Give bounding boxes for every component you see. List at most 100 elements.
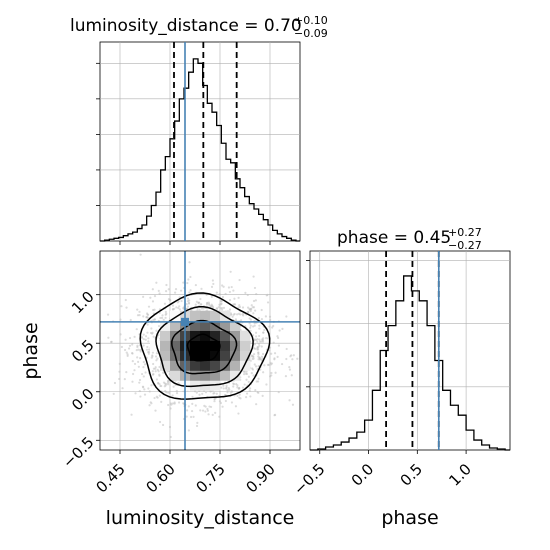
- joint-density-cell: [190, 330, 201, 341]
- joint-density-cell: [160, 350, 171, 361]
- joint-scatter-point: [221, 405, 224, 408]
- joint-scatter-point: [245, 392, 249, 395]
- luminosity-distance-histogram-panel: [96, 41, 301, 245]
- joint-scatter-point: [200, 303, 203, 306]
- joint-scatter-point: [147, 348, 151, 351]
- joint-scatter-point: [156, 357, 159, 360]
- joint-scatter-point: [234, 405, 238, 408]
- joint-scatter-point: [227, 386, 230, 390]
- lum-title: luminosity_distance = 0.70: [70, 16, 302, 36]
- joint-scatter-point: [210, 285, 214, 288]
- joint-scatter-point: [232, 383, 236, 386]
- joint-scatter-point: [265, 383, 268, 386]
- joint-density-cell: [230, 360, 241, 371]
- joint-scatter-point: [106, 313, 110, 316]
- joint-scatter-point: [260, 355, 264, 358]
- joint-scatter-point: [285, 357, 288, 361]
- joint-scatter-point: [236, 394, 239, 397]
- joint-scatter-point: [151, 373, 155, 376]
- joint-scatter-point: [257, 351, 260, 355]
- joint-ytick-label: −0.5: [59, 433, 97, 471]
- joint-contour: [186, 333, 221, 362]
- joint-scatter-point: [194, 303, 197, 306]
- joint-scatter-point: [173, 401, 176, 404]
- joint-scatter-point: [269, 318, 272, 322]
- joint-scatter-point: [248, 317, 251, 320]
- joint-scatter-point: [166, 391, 169, 394]
- joint-scatter-point: [151, 351, 155, 354]
- joint-scatter-point: [207, 413, 210, 416]
- joint-scatter-point: [188, 291, 191, 294]
- joint-scatter-point: [220, 300, 223, 303]
- joint-truth-marker: [181, 317, 189, 326]
- joint-scatter-point: [257, 342, 261, 345]
- joint-scatter-point: [131, 343, 134, 346]
- joint-scatter-point: [143, 393, 147, 396]
- joint-scatter-point: [252, 275, 255, 278]
- joint-scatter-point: [199, 409, 202, 412]
- joint-scatter-point: [248, 307, 251, 311]
- joint-scatter-point: [296, 357, 299, 360]
- joint-scatter-point: [247, 380, 250, 383]
- lum-histogram-step: [100, 58, 300, 242]
- joint-scatter-point: [138, 378, 142, 382]
- joint-scatter-point: [225, 386, 228, 389]
- joint-scatter-point: [156, 368, 159, 372]
- joint-scatter-point: [210, 295, 213, 298]
- joint-scatter-point: [230, 285, 233, 289]
- joint-scatter-point: [199, 297, 202, 301]
- joint-scatter-point: [250, 372, 253, 375]
- joint-scatter-point: [229, 270, 232, 273]
- joint-density-cell: [230, 330, 241, 341]
- joint-scatter-point: [246, 293, 249, 297]
- joint-scatter-point: [185, 415, 188, 418]
- joint-scatter-point: [154, 409, 157, 412]
- joint-density-cell: [200, 360, 211, 371]
- joint-scatter-point: [171, 304, 175, 307]
- joint-scatter-point: [248, 322, 251, 325]
- joint-density-cell: [200, 350, 211, 361]
- joint-scatter-point: [144, 335, 148, 338]
- joint-scatter-point: [136, 344, 139, 347]
- joint-scatter-point: [258, 324, 261, 327]
- joint-scatter-point: [277, 344, 280, 347]
- phase-title-sub: −0.27: [448, 239, 482, 252]
- joint-density-cell: [160, 360, 171, 371]
- joint-scatter-point: [174, 288, 178, 291]
- joint-scatter-point: [169, 435, 172, 439]
- joint-scatter-point: [243, 373, 246, 376]
- joint-scatter-point: [222, 285, 225, 288]
- joint-scatter-point: [150, 327, 153, 330]
- joint-scatter-point: [222, 384, 225, 387]
- joint-scatter-point: [162, 371, 165, 374]
- joint-scatter-point: [142, 315, 145, 318]
- joint-scatter-point: [161, 423, 165, 427]
- joint-scatter-point: [284, 375, 288, 378]
- joint-scatter-point: [211, 413, 214, 417]
- joint-scatter-point: [226, 389, 229, 392]
- joint-scatter-point: [218, 415, 221, 418]
- joint-scatter-point: [135, 328, 138, 331]
- joint-scatter-point: [134, 392, 137, 395]
- joint-scatter-point: [233, 303, 237, 306]
- joint-scatter-point: [241, 306, 245, 309]
- joint-scatter-point: [168, 425, 172, 429]
- joint-scatter-point: [266, 301, 270, 304]
- joint-density-cell: [220, 370, 231, 381]
- joint-scatter-point: [150, 384, 153, 387]
- joint-scatter-point: [257, 316, 260, 320]
- joint-scatter-point: [169, 299, 172, 302]
- joint-scatter-point: [238, 386, 241, 390]
- joint-scatter-point: [119, 318, 122, 321]
- joint-scatter-point: [249, 395, 252, 398]
- joint-scatter-point: [288, 366, 291, 369]
- joint-scatter-point: [261, 338, 264, 342]
- joint-scatter-point: [260, 340, 263, 343]
- joint-scatter-point: [302, 326, 304, 328]
- joint-scatter-point: [245, 396, 248, 399]
- joint-scatter-point: [270, 371, 273, 375]
- joint-scatter-point: [249, 326, 252, 329]
- joint-contour: [171, 319, 238, 375]
- joint-xtick-label: 0.75: [192, 460, 228, 496]
- joint-scatter-point: [158, 394, 161, 397]
